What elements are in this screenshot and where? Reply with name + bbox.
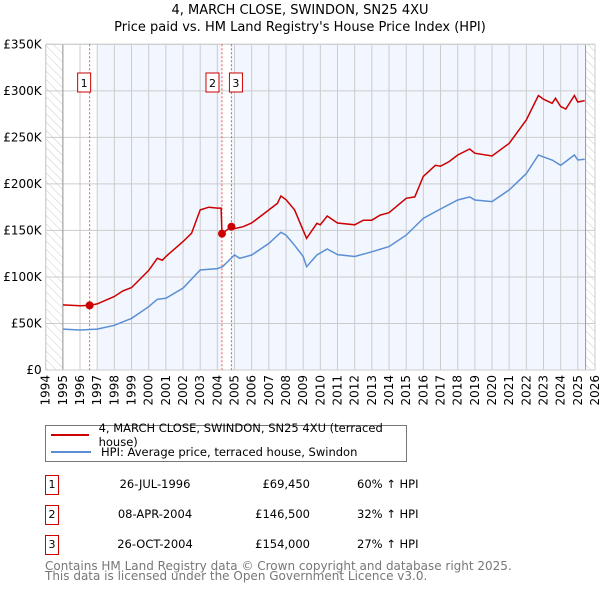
transaction-row: 3 26-OCT-2004 £154,000 27% ↑ HPI bbox=[45, 535, 465, 555]
shaded-period bbox=[231, 44, 586, 371]
x-tick-label: 2007 bbox=[262, 375, 276, 406]
y-tick-label: £150K bbox=[3, 223, 43, 237]
sale-point bbox=[227, 222, 236, 231]
price-chart: 1994 1995 1996 1997 1998 1999 2000 2001 2002 2003… bbox=[3, 37, 600, 406]
shaded-period bbox=[97, 44, 222, 371]
legend-swatch-blue bbox=[51, 451, 91, 453]
x-tick-label: 2024 bbox=[554, 375, 568, 406]
x-tick-label: 2021 bbox=[502, 375, 516, 406]
x-tick-label: 2004 bbox=[210, 375, 224, 406]
legend: 4, MARCH CLOSE, SWINDON, SN25 4XU (terra… bbox=[45, 421, 407, 462]
x-tick-label: 1997 bbox=[90, 375, 104, 406]
hatched-region-before-data bbox=[45, 44, 63, 371]
x-tick-label: 1995 bbox=[56, 375, 70, 406]
footer-licence: This data is licensed under the Open Gov… bbox=[45, 569, 428, 583]
sale-label-1: 1 bbox=[77, 72, 92, 93]
sale-label-3: 3 bbox=[228, 72, 243, 93]
x-tick-label: 2025 bbox=[571, 375, 585, 406]
transaction-date: 08-APR-2004 bbox=[117, 507, 193, 521]
x-tick-label: 2020 bbox=[485, 375, 499, 406]
x-tick-label: 2022 bbox=[519, 375, 533, 406]
chart-title: 4, MARCH CLOSE, SWINDON, SN25 4XU bbox=[171, 3, 429, 18]
legend-item-property: 4, MARCH CLOSE, SWINDON, SN25 4XU (terra… bbox=[51, 421, 406, 449]
legend-label-hpi: HPI: Average price, terraced house, Swin… bbox=[101, 445, 358, 459]
x-tick-label: 2017 bbox=[434, 375, 448, 406]
y-tick-label: £0 bbox=[26, 363, 41, 377]
x-tick-label: 2003 bbox=[193, 375, 207, 406]
sale-label-2: 2 bbox=[205, 72, 220, 93]
sale-label-box bbox=[228, 72, 243, 93]
y-tick-label: £200K bbox=[3, 177, 43, 191]
sale-point bbox=[85, 301, 94, 310]
x-tick-label: 1998 bbox=[107, 375, 121, 406]
legend-swatch-red bbox=[51, 434, 89, 436]
legend-item-hpi: HPI: Average price, terraced house, Swin… bbox=[51, 444, 357, 460]
transaction-badge: 3 bbox=[45, 535, 59, 555]
x-tick-label: 2005 bbox=[228, 375, 242, 406]
transaction-price: £154,000 bbox=[255, 537, 310, 551]
x-tick-label: 2008 bbox=[279, 375, 293, 406]
transaction-price: £69,450 bbox=[262, 477, 310, 491]
hatched-region-after-data bbox=[585, 44, 595, 371]
x-tick-label: 2019 bbox=[468, 375, 482, 406]
y-tick-label: £300K bbox=[3, 84, 43, 98]
x-tick-label: 2023 bbox=[537, 375, 551, 406]
plot-frame bbox=[45, 43, 596, 371]
x-tick-label: 2014 bbox=[382, 375, 396, 406]
x-tick-label: 1999 bbox=[125, 375, 139, 406]
sale-label-text: 3 bbox=[232, 77, 239, 90]
chart-subtitle: Price paid vs. HM Land Registry's House … bbox=[114, 20, 486, 35]
x-tick-label: 2006 bbox=[245, 375, 259, 406]
sale-label-text: 1 bbox=[81, 77, 88, 90]
property-price-line bbox=[62, 94, 585, 307]
y-tick-label: £100K bbox=[3, 270, 43, 284]
y-tick-label: £350K bbox=[3, 37, 43, 51]
x-tick-label: 2018 bbox=[451, 375, 465, 406]
x-tick-label: 2011 bbox=[331, 375, 345, 406]
transaction-date: 26-OCT-2004 bbox=[117, 537, 193, 551]
x-tick-label: 2026 bbox=[588, 375, 600, 406]
sale-label-text: 2 bbox=[209, 77, 216, 90]
x-tick-label: 2009 bbox=[296, 375, 310, 406]
transaction-hpi: 32% ↑ HPI bbox=[357, 507, 419, 521]
y-tick-label: £250K bbox=[3, 130, 43, 144]
x-tick-label: 2010 bbox=[313, 375, 327, 406]
x-tick-label: 2016 bbox=[416, 375, 430, 406]
transaction-hpi: 27% ↑ HPI bbox=[357, 537, 419, 551]
x-tick-label: 2001 bbox=[159, 375, 173, 406]
transaction-row: 2 08-APR-2004 £146,500 32% ↑ HPI bbox=[45, 505, 465, 525]
sale-point bbox=[217, 229, 226, 238]
transaction-date: 26-JUL-1996 bbox=[119, 477, 191, 491]
x-tick-label: 2002 bbox=[176, 375, 190, 406]
footer-copyright: Contains HM Land Registry data © Crown c… bbox=[45, 559, 512, 573]
x-tick-label: 1996 bbox=[73, 375, 87, 406]
x-tick-label: 2012 bbox=[348, 375, 362, 406]
transaction-badge: 1 bbox=[45, 475, 59, 495]
x-tick-label: 2013 bbox=[365, 375, 379, 406]
transaction-hpi: 60% ↑ HPI bbox=[357, 477, 419, 491]
x-tick-label: 2000 bbox=[142, 375, 156, 406]
sale-label-box bbox=[205, 72, 220, 93]
transaction-badge: 2 bbox=[45, 505, 59, 525]
y-tick-label: £50K bbox=[11, 316, 43, 330]
transaction-row: 1 26-JUL-1996 £69,450 60% ↑ HPI bbox=[45, 475, 465, 495]
x-tick-label: 1994 bbox=[39, 375, 53, 406]
legend-label-property: 4, MARCH CLOSE, SWINDON, SN25 4XU (terra… bbox=[98, 421, 383, 449]
x-tick-label: 2015 bbox=[399, 375, 413, 406]
hpi-line bbox=[62, 153, 585, 331]
sale-label-box bbox=[77, 72, 92, 93]
transaction-price: £146,500 bbox=[255, 507, 310, 521]
